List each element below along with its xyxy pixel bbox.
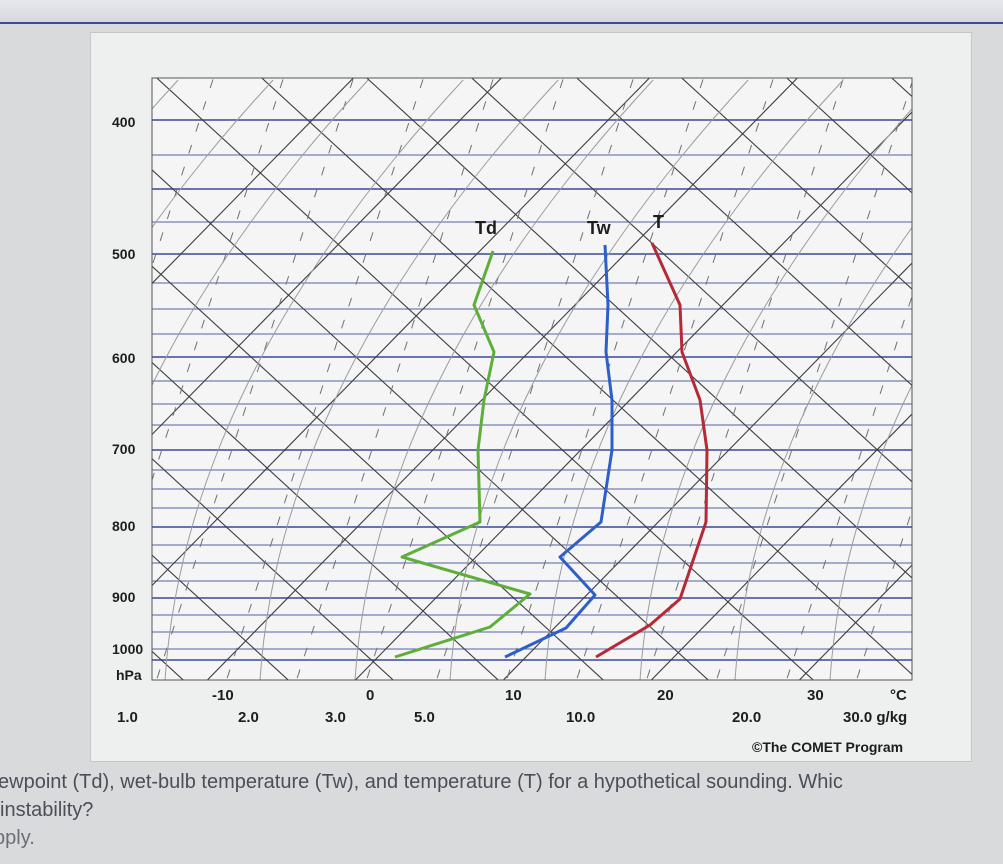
series-td-line — [394, 250, 532, 659]
dry-adiabat-line — [152, 169, 710, 680]
isotherm-line — [206, 78, 799, 680]
pressure-tick-label: 400 — [112, 114, 136, 130]
moist-adiabat-line — [164, 79, 464, 680]
series-t-line — [595, 242, 709, 659]
temperature-unit-label: °C — [890, 687, 907, 704]
mixing-ratio-line — [0, 58, 10, 700]
dry-adiabat-line — [152, 554, 290, 680]
moist-adiabat-line — [152, 79, 179, 110]
mixing-ratio-line — [990, 58, 1003, 700]
temperature-tick-label: 20 — [657, 687, 674, 704]
dry-adiabat-line — [470, 78, 912, 483]
pressure-tick-label: 800 — [112, 518, 136, 534]
mixing-ratio-tick-label: 20.0 — [732, 709, 761, 726]
pressure-tick-label: 500 — [112, 246, 136, 262]
moist-adiabat-line — [639, 108, 912, 680]
moist-adiabat-line — [544, 79, 844, 680]
series-label-td: Td — [475, 218, 497, 238]
moist-adiabat-line — [449, 79, 749, 680]
dry-adiabat-line — [260, 78, 912, 676]
temperature-tick-label: 10 — [505, 687, 522, 704]
series-label-tw: Tw — [587, 218, 612, 238]
caption-line-3: pply. — [0, 827, 35, 849]
dry-adiabat-line — [785, 78, 912, 194]
temperature-tick-label: -10 — [212, 687, 234, 704]
isotherm-line — [798, 564, 912, 680]
dry-adiabat-line — [365, 78, 912, 579]
skew-t-svg: Td Tw T 400 500 600 700 800 900 1000 hPa -10 0 10 20 30… — [0, 58, 1003, 755]
pressure-tick-label: 900 — [112, 589, 136, 605]
caption-line-1: ewpoint (Td), wet-bulb temperature (Tw),… — [0, 771, 843, 793]
moist-adiabat-line — [152, 79, 274, 229]
dry-adiabat-line — [975, 58, 1003, 700]
moist-adiabat-line — [829, 384, 912, 680]
moist-adiabat-line — [259, 79, 559, 680]
plot-frame — [151, 77, 913, 681]
series-tw-line — [504, 244, 614, 659]
plot-area — [152, 78, 912, 680]
mixing-ratio-tick-label: 2.0 — [238, 709, 259, 726]
question-text: ewpoint (Td), wet-bulb temperature (Tw),… — [0, 768, 1003, 852]
pressure-unit-label: hPa — [116, 667, 142, 683]
dry-adiabat-line — [0, 58, 100, 700]
dry-adiabat-line — [155, 78, 815, 680]
mixing-ratio-tick-label: 5.0 — [414, 709, 435, 726]
isotherm-line — [354, 111, 912, 680]
dry-adiabat-line — [575, 78, 912, 387]
series-label-t: T — [653, 212, 664, 232]
sounding-series — [394, 242, 709, 659]
mixing-ratio-tick-label: 3.0 — [325, 709, 346, 726]
temperature-tick-label: 0 — [366, 687, 374, 704]
moist-adiabat-line — [152, 79, 369, 387]
dry-adiabat-line — [152, 458, 395, 680]
isotherm-line — [152, 78, 651, 587]
caption-line-2: instability? — [0, 799, 94, 821]
mixing-ratio-tick-label: 1.0 — [117, 709, 138, 726]
dry-adiabat-line — [152, 361, 500, 680]
moist-adiabat-line — [354, 79, 654, 680]
isotherm-line — [152, 78, 355, 285]
temperature-tick-label: 30 — [807, 687, 824, 704]
mixing-ratio-line — [0, 58, 80, 700]
pressure-tick-label: 1000 — [112, 641, 143, 657]
moist-adiabat-line — [734, 226, 912, 680]
window-top-bar — [0, 0, 1003, 24]
pressure-tick-label: 600 — [112, 350, 136, 366]
mixing-ratio-tick-label: 30.0 g/kg — [843, 709, 907, 726]
axis-labels: Td Tw T 400 500 600 700 800 900 1000 hPa -10 0 10 20 30… — [112, 114, 907, 755]
dry-adiabat-line — [680, 78, 912, 290]
credit-label: ©The COMET Program — [752, 739, 903, 755]
grid-lines — [0, 58, 1003, 700]
mixing-ratio-tick-label: 10.0 — [566, 709, 595, 726]
dry-adiabat-line — [152, 265, 605, 680]
mixing-ratio-line — [920, 58, 1003, 700]
isotherm-line — [650, 413, 912, 680]
pressure-tick-label: 700 — [112, 441, 136, 457]
